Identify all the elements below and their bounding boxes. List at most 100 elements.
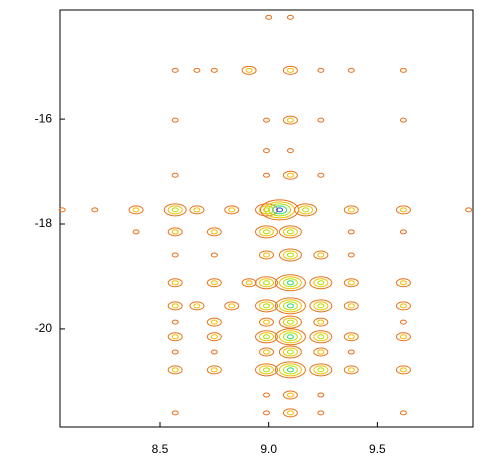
- contour-line: [282, 332, 298, 342]
- contour-line: [317, 367, 325, 373]
- contour-line: [167, 365, 183, 375]
- contour-line: [313, 347, 329, 357]
- contour-line: [263, 319, 270, 325]
- contour-line: [343, 365, 359, 375]
- contour-line: [193, 303, 201, 309]
- contour-line: [313, 301, 329, 311]
- contour-line: [347, 67, 355, 73]
- y-tick-label: -20: [35, 321, 53, 335]
- contour-line: [193, 207, 201, 213]
- contour-line: [286, 334, 294, 340]
- contour-line: [286, 172, 294, 178]
- contour-line: [286, 319, 294, 325]
- contour-line: [206, 317, 222, 327]
- contour-line: [210, 252, 218, 258]
- contour-line: [224, 301, 240, 311]
- contour-line: [171, 349, 179, 355]
- contour-line: [317, 334, 325, 340]
- contour-line: [282, 278, 298, 288]
- contour-line: [278, 299, 302, 313]
- contour-line: [347, 303, 355, 309]
- contour-line: [395, 365, 411, 375]
- contour-line: [399, 229, 407, 235]
- contour-line: [278, 345, 302, 359]
- contour-line: [282, 365, 298, 375]
- contour-line: [206, 278, 222, 288]
- contour-line: [255, 225, 278, 239]
- contour-line: [228, 303, 236, 309]
- contour-line: [189, 301, 205, 311]
- contour-line: [399, 67, 407, 73]
- contour-line: [241, 278, 257, 288]
- contour-line: [263, 117, 270, 123]
- contour-line: [347, 229, 355, 235]
- contour-line: [263, 367, 270, 373]
- contour-line: [259, 317, 274, 327]
- contour-line: [228, 207, 236, 213]
- contour-line: [210, 67, 218, 73]
- contour-line: [399, 280, 407, 286]
- x-tick-label: 8.5: [152, 442, 169, 456]
- contour-line: [259, 278, 274, 288]
- contour-line: [343, 301, 359, 311]
- contour-line: [347, 252, 355, 258]
- contour-line: [259, 332, 274, 342]
- contour-line: [263, 303, 270, 309]
- contour-line: [399, 303, 407, 309]
- contour-line: [171, 172, 179, 178]
- contour-line: [255, 276, 278, 290]
- contour-line: [210, 367, 218, 373]
- contour-line: [58, 207, 66, 213]
- contour-line: [263, 148, 270, 154]
- contour-line: [313, 317, 329, 327]
- contour-line: [259, 250, 274, 260]
- contour-line: [255, 299, 278, 313]
- contour-line: [163, 203, 187, 217]
- contour-line: [210, 280, 218, 286]
- contour-line: [171, 252, 179, 258]
- contour-line: [263, 172, 270, 178]
- contour-line: [167, 332, 183, 342]
- contour-line: [395, 205, 411, 215]
- contour-line: [259, 347, 274, 357]
- contour-line: [395, 301, 411, 311]
- contour-line: [255, 330, 278, 344]
- contour-line: [313, 332, 329, 342]
- contour-line: [286, 14, 294, 20]
- contour-line: [206, 332, 222, 342]
- contour-line: [259, 301, 274, 311]
- contour-line: [347, 280, 355, 286]
- contour-line: [245, 67, 253, 73]
- contour-line: [286, 148, 294, 154]
- contour-line: [317, 319, 325, 325]
- contour-line: [210, 319, 218, 325]
- contour-line: [282, 65, 298, 75]
- contour-line: [309, 330, 333, 344]
- contour-line: [343, 205, 359, 215]
- y-tick-label: -16: [35, 111, 53, 125]
- contour-line: [282, 317, 298, 327]
- contour-line: [286, 349, 294, 355]
- contour-line: [282, 390, 298, 400]
- contour-line: [317, 280, 325, 286]
- contour-line: [189, 205, 205, 215]
- contour-line: [313, 278, 329, 288]
- contour-line: [278, 276, 302, 290]
- contour-line: [347, 349, 355, 355]
- contour-line: [171, 229, 179, 235]
- contour-line: [317, 67, 325, 73]
- contour-line: [317, 252, 325, 258]
- contour-line: [282, 347, 298, 357]
- contour-line: [91, 207, 99, 213]
- contour-line: [395, 278, 411, 288]
- contour-line: [255, 203, 278, 217]
- contour-line: [167, 205, 183, 215]
- contour-line: [286, 67, 294, 73]
- contour-line: [313, 365, 329, 375]
- contour-line: [263, 392, 270, 398]
- contour-line: [399, 117, 407, 123]
- contour-line: [309, 299, 333, 313]
- contour-line: [286, 367, 294, 373]
- contour-line: [171, 410, 179, 416]
